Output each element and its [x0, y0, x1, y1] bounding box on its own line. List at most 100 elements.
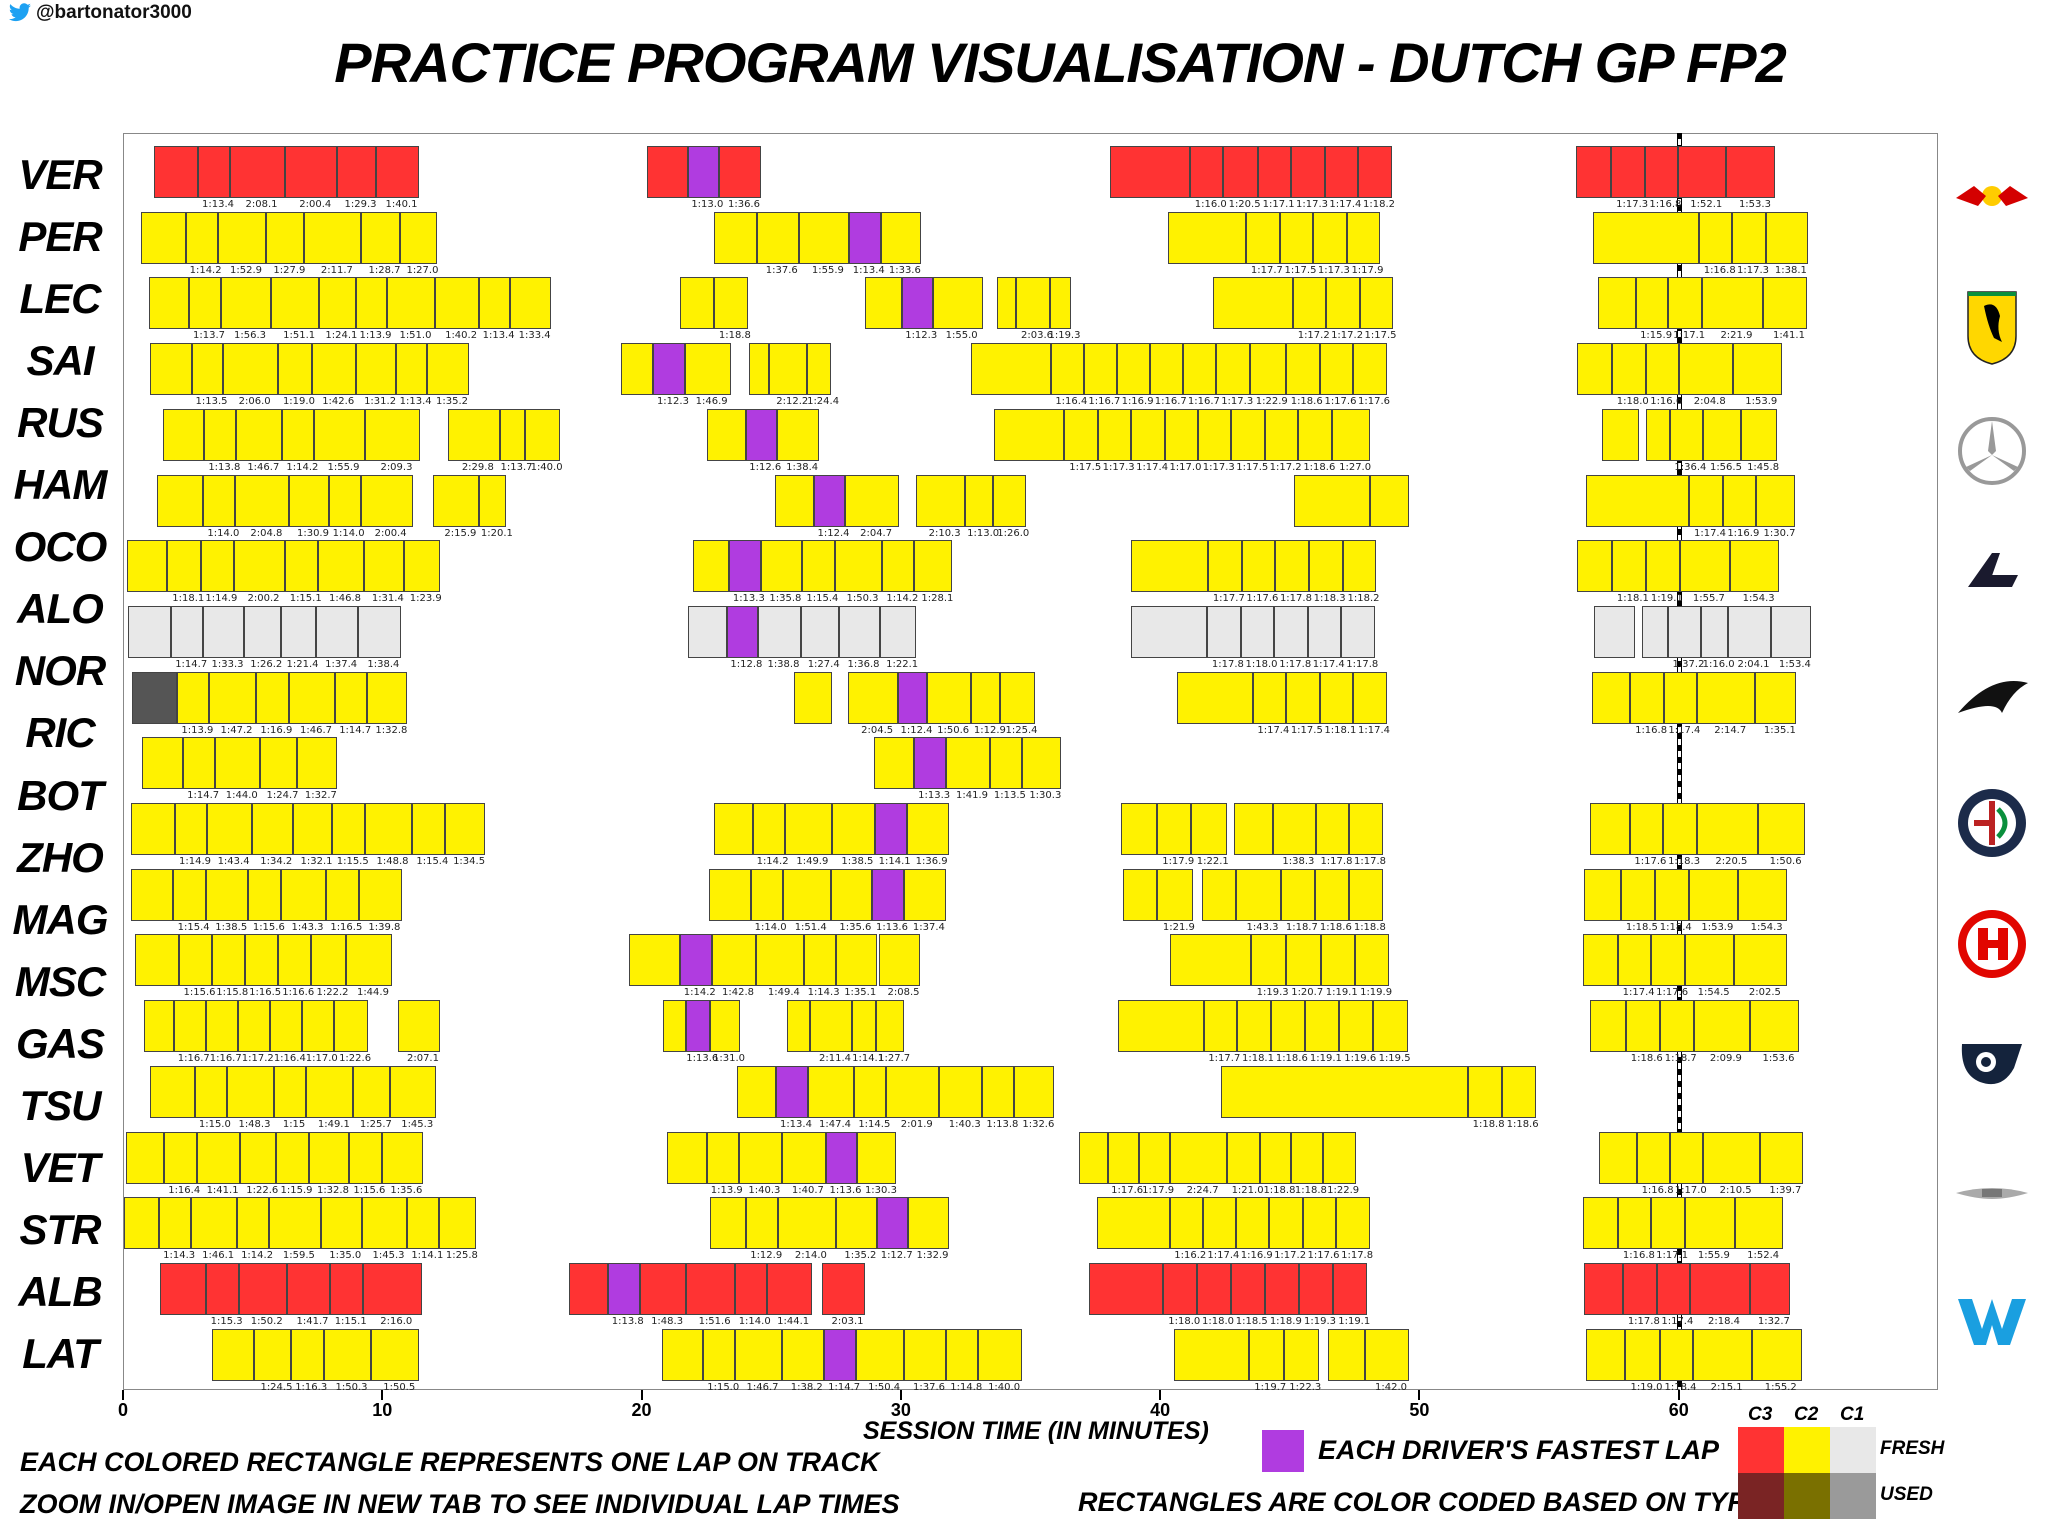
lap-time-label: 1:17.8 [1346, 658, 1379, 670]
lap-rectangle [292, 803, 333, 855]
driver-label: MSC [14, 957, 106, 1005]
lap-time-label: 2:04.5 [861, 724, 894, 736]
lap-rectangle [433, 474, 480, 527]
lap-rectangle [141, 211, 186, 264]
lap-rectangle [427, 343, 469, 396]
lap-time-label: 1:14.2 [886, 593, 919, 605]
lap-time-label: 1:19.1 [1325, 987, 1358, 999]
lap-time-label: 1:17.9 [1162, 856, 1195, 867]
lap-rectangle [965, 474, 993, 527]
lap-time-label: 1:18.1 [1616, 593, 1649, 605]
lap-rectangle [978, 1328, 1022, 1381]
fastest-lap-rectangle [776, 1065, 808, 1118]
lap-rectangle [1197, 1262, 1231, 1315]
lap-rectangle [171, 605, 204, 658]
lap-rectangle [914, 540, 953, 593]
lap-rectangle [238, 1262, 287, 1315]
lap-rectangle [1198, 408, 1232, 461]
lap-time-label: 1:32.9 [916, 1250, 949, 1262]
lap-time-label: 1:37.4 [912, 921, 945, 933]
fastest-lap-rectangle [874, 803, 907, 855]
lap-rectangle [390, 1065, 436, 1118]
lap-time-label: 1:22.6 [339, 1053, 372, 1065]
lap-rectangle [1678, 343, 1733, 396]
lap-time-label: 1:15.3 [210, 1315, 243, 1327]
lap-rectangle [1275, 540, 1309, 593]
lap-time-label: 1:22.9 [1255, 396, 1288, 408]
lap-time-label: 1:44.0 [225, 790, 258, 802]
lap-rectangle [281, 868, 326, 921]
lap-rectangle [150, 1065, 195, 1118]
lap-rectangle [381, 1131, 423, 1184]
lap-rectangle [1157, 803, 1192, 855]
lap-time-label: 1:13.4 [482, 330, 515, 342]
lap-rectangle [191, 1197, 238, 1250]
lap-time-label: 1:15.0 [198, 1118, 231, 1130]
lap-rectangle [1620, 868, 1655, 921]
lap-rectangle [1732, 211, 1766, 264]
lap-rectangle [1241, 540, 1276, 593]
lap-time-label: 1:16.9 [1727, 527, 1760, 539]
lap-rectangle [777, 1197, 836, 1250]
lap-time-label: 1:46.9 [695, 396, 728, 408]
lap-time-label: 1:50.2 [250, 1315, 283, 1327]
lap-rectangle [1625, 1328, 1660, 1381]
lap-rectangle [1348, 868, 1383, 921]
lap-rectangle [159, 1197, 192, 1250]
lap-time-label: 1:26.0 [997, 527, 1030, 539]
lap-time-label: 1:16.7 [1187, 396, 1220, 408]
lap-time-label: 1:51.4 [794, 921, 827, 933]
lap-rectangle [1688, 868, 1738, 921]
lap-rectangle [1000, 671, 1035, 724]
x-tick-label: 0 [117, 1400, 129, 1420]
lap-time-label: 1:18.9 [1269, 1315, 1302, 1327]
lap-time-label: 1:38.8 [767, 658, 800, 670]
lap-rectangle [1116, 343, 1151, 396]
lap-time-label: 1:48.3 [651, 1315, 684, 1327]
lap-rectangle [1623, 1262, 1657, 1315]
lap-time-label: 1:23.9 [409, 593, 442, 605]
lap-rectangle [323, 1328, 372, 1381]
lap-time-label: 1:31.2 [364, 396, 397, 408]
lap-time-label: 1:17.8 [1279, 593, 1312, 605]
x-tick [640, 1390, 643, 1400]
lap-rectangle [205, 868, 249, 921]
lap-time-label: 1:27.9 [273, 264, 306, 276]
lap-rectangle [277, 934, 311, 987]
lap-time-label: 1:50.3 [335, 1381, 368, 1393]
lap-rectangle [1279, 211, 1314, 264]
x-tick [122, 1390, 124, 1400]
lap-rectangle [1107, 1131, 1139, 1184]
lap-time-label: 1:40.1 [385, 199, 418, 210]
lap-rectangle [306, 1065, 354, 1118]
used-label: USED [1880, 1484, 1933, 1505]
mclaren-logo-icon [1952, 659, 2032, 739]
lap-time-label: 1:13.9 [710, 1184, 743, 1196]
lap-rectangle [710, 1000, 740, 1053]
lap-time-label: 1:13.4 [779, 1118, 812, 1130]
lap-time-label: 1:13.8 [208, 461, 241, 473]
lap-time-label: 1:41.1 [1772, 330, 1805, 342]
lap-time-label: 1:19.3 [1303, 1315, 1336, 1327]
lap-rectangle [848, 671, 899, 724]
lap-time-label: 1:28.1 [921, 593, 954, 605]
x-tick [1677, 1390, 1680, 1400]
x-tick-label: 60 [1668, 1400, 1689, 1420]
lap-time-label: 1:17.8 [1341, 1250, 1374, 1262]
lap-time-label: 1:36.6 [727, 199, 760, 210]
lap-rectangle [1291, 1131, 1323, 1184]
lap-time-label: 1:18.6 [1303, 461, 1336, 473]
lap-rectangle [1592, 211, 1700, 264]
lap-rectangle [1269, 1197, 1303, 1250]
lap-time-label: 1:32.8 [375, 724, 408, 736]
lap-time-label: 1:31.4 [371, 593, 404, 605]
lap-rectangle [183, 737, 216, 790]
lap-rectangle [1656, 1262, 1691, 1315]
lap-rectangle [198, 146, 230, 198]
lap-time-label: 1:21.4 [286, 658, 319, 670]
lap-rectangle [1591, 671, 1631, 724]
lap-rectangle [1191, 803, 1227, 855]
lap-rectangle [251, 803, 293, 855]
mercedes-logo-icon [1952, 411, 2032, 491]
lap-rectangle [996, 277, 1017, 330]
